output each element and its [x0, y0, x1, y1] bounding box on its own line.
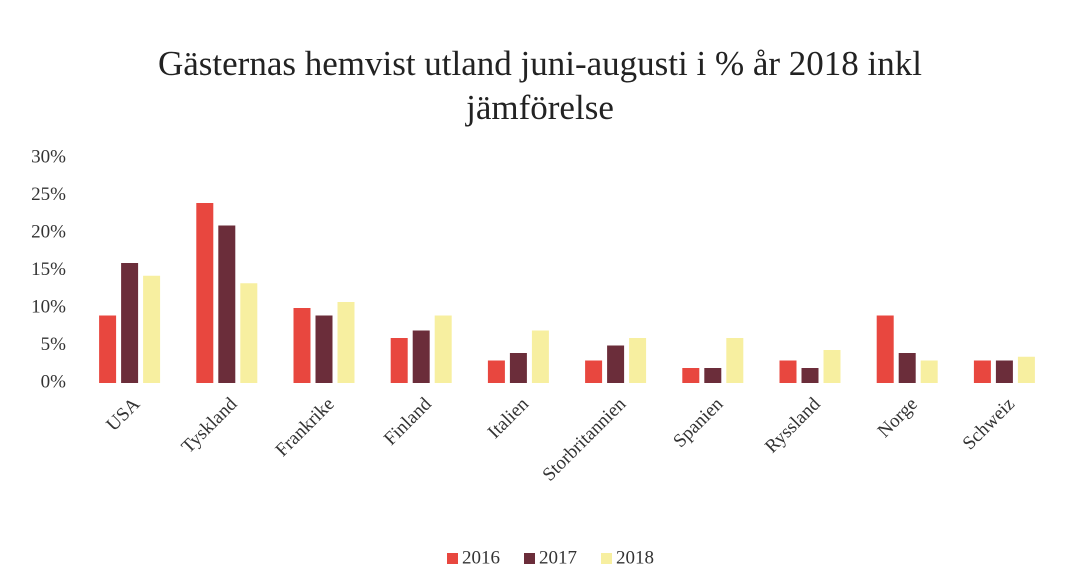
x-tick-label: Ryssland	[761, 393, 825, 457]
x-tick-label: USA	[102, 394, 144, 436]
bar	[995, 360, 1013, 383]
bar	[434, 315, 452, 383]
x-tick-label: Finland	[380, 393, 436, 449]
y-tick-label: 0%	[41, 371, 67, 392]
y-tick-label: 30%	[31, 146, 66, 167]
bar	[920, 360, 938, 383]
bar	[390, 338, 408, 383]
y-tick-label: 25%	[31, 184, 66, 205]
bar	[876, 315, 894, 383]
bar	[315, 315, 333, 383]
legend-swatch	[447, 553, 458, 564]
y-tick-label: 5%	[41, 334, 67, 355]
legend-label: 2016	[462, 547, 500, 568]
bar	[196, 203, 214, 383]
bar	[726, 338, 744, 383]
x-tick-label: Spanien	[669, 393, 727, 451]
bar	[823, 350, 841, 383]
bar	[121, 263, 139, 383]
legend-swatch	[601, 553, 612, 564]
legend-label: 2018	[616, 547, 654, 568]
bar	[143, 275, 161, 383]
y-tick-label: 15%	[31, 259, 66, 280]
y-tick-label: 10%	[31, 296, 66, 317]
bar	[487, 360, 505, 383]
bar	[682, 368, 700, 383]
bar	[801, 368, 819, 383]
x-tick-label: Frankrike	[272, 394, 339, 461]
bar	[607, 345, 625, 383]
bar	[531, 330, 549, 383]
bar	[412, 330, 430, 383]
bar	[779, 360, 797, 383]
bar	[973, 360, 991, 383]
bar	[704, 368, 722, 383]
bar	[337, 302, 355, 383]
y-tick-label: 20%	[31, 221, 66, 242]
bar	[509, 353, 527, 383]
x-tick-label: Storbritannien	[539, 393, 631, 485]
bar	[293, 308, 311, 383]
legend-label: 2017	[539, 547, 577, 568]
legend-swatch	[524, 553, 535, 564]
chart-title: Gästernas hemvist utland juni-augusti i …	[157, 44, 923, 127]
bar	[1017, 356, 1035, 383]
bar	[585, 360, 603, 383]
bar	[629, 338, 647, 383]
bar	[240, 283, 258, 383]
bar	[898, 353, 916, 383]
x-tick-label: Schweiz	[959, 394, 1019, 454]
x-tick-label: Norge	[874, 394, 922, 442]
x-tick-label: Italien	[484, 393, 534, 443]
bar	[99, 315, 117, 383]
bar	[218, 225, 236, 383]
x-tick-label: Tyskland	[178, 393, 242, 457]
